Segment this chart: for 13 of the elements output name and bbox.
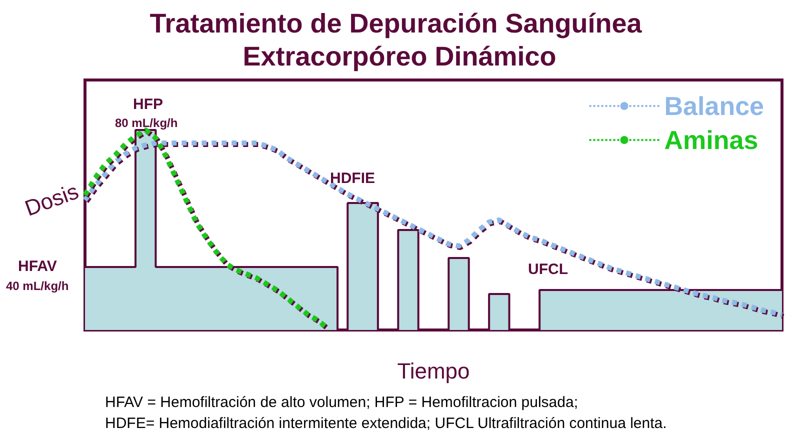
text: 40 mL/kg/h — [6, 279, 69, 293]
annotation: UFCL — [528, 261, 568, 278]
text: HFP — [133, 96, 163, 113]
chart-title: Tratamiento de Depuración Sanguínea Extracorpóreo Dinámico — [150, 8, 650, 72]
legend-label: Balance — [664, 91, 764, 121]
text: HDFE= Hemodiafiltración intermitente extendida; UFCL Ultrafiltración continua lenta. — [105, 415, 667, 432]
annotation: 80 mL/kg/h — [115, 116, 178, 130]
annotation: HDFIE — [330, 170, 375, 187]
legend-label: Aminas — [664, 125, 758, 155]
x-axis-title: Tiempo — [397, 358, 470, 384]
text: HFAV = Hemofiltración de alto volumen; HFP = Hemofiltracion pulsada; — [105, 394, 578, 411]
y-axis-title: Dosis — [21, 178, 82, 221]
text: HFAV — [18, 258, 57, 275]
